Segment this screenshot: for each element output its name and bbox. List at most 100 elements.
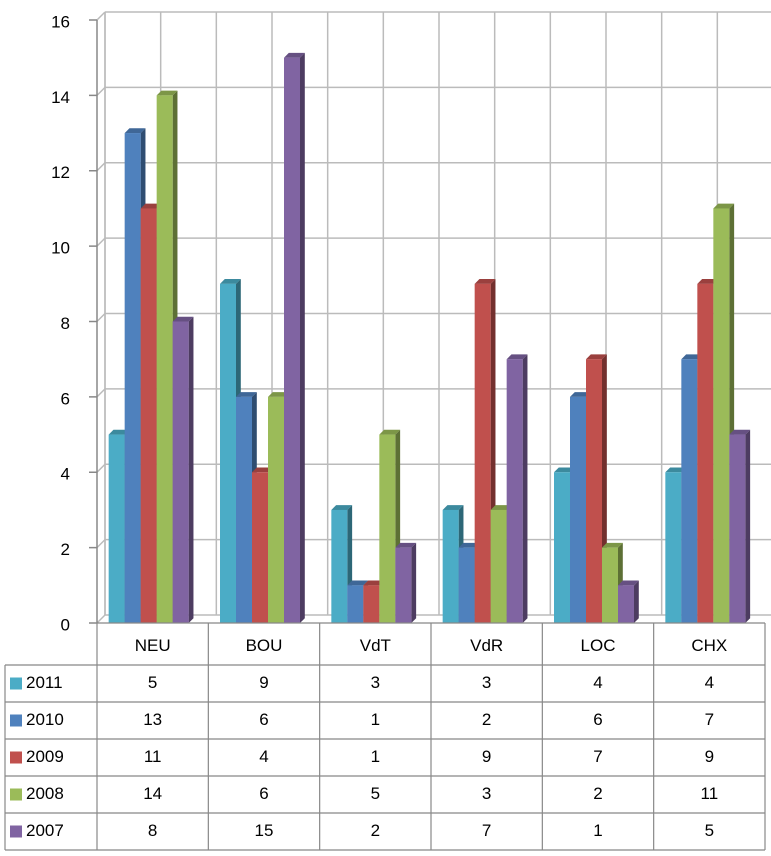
bar-front [124,133,141,623]
bar-top [697,279,719,284]
table-value: 6 [593,710,602,729]
bar-front [108,434,125,623]
bar-front [665,472,682,623]
bar-front [490,509,507,623]
table-value: 14 [143,784,162,803]
bar-front [474,283,491,623]
bar-front [618,585,634,623]
bar-top [331,505,353,510]
legend-swatch [10,714,22,727]
bar-front [395,547,412,623]
legend-swatch [10,788,22,801]
bar [284,52,305,623]
bar-front [586,359,602,623]
bar-front [379,434,396,623]
bar-front [681,359,698,623]
bar-top [681,354,703,360]
category-label: VdT [360,636,391,655]
table-value: 5 [148,673,157,692]
bar-front [442,509,459,623]
bar-top [284,52,305,58]
y-tick-label: 16 [51,12,70,31]
bar-side [522,354,528,623]
table-value: 3 [482,784,491,803]
bar-top [586,354,607,360]
table-value: 7 [705,710,714,729]
bar-top [395,542,417,548]
table-value: 1 [371,710,380,729]
bar-front [713,208,730,623]
table-value: 9 [482,747,491,766]
category-label: CHX [691,636,727,655]
category-label: LOC [581,636,616,655]
bar-top [713,203,735,209]
grid-line [96,312,106,323]
table-value: 6 [259,710,268,729]
table-value: 8 [148,821,157,840]
bar [172,316,194,623]
table-value: 11 [144,747,162,766]
grid-line [96,539,106,549]
y-tick-label: 2 [61,540,70,559]
bar-side [634,580,639,623]
table-value: 4 [259,747,268,766]
bar-top [570,392,591,397]
grid-line [96,237,106,247]
grid-line [96,388,106,398]
bar-front [140,208,157,623]
y-tick-label: 4 [61,465,70,484]
table-value: 2 [593,784,602,803]
bar-front [331,509,348,623]
y-tick-label: 14 [51,88,70,107]
bar-top [506,354,528,360]
bar-top [379,429,401,435]
table-value: 5 [705,821,714,840]
grid-line [96,463,106,473]
table-value: 7 [482,821,491,840]
category-label: NEU [135,636,171,655]
bar-front [697,283,714,623]
bar-side [188,316,194,623]
y-tick-label: 12 [51,163,70,182]
bar-top [124,128,146,134]
bar-front [570,396,586,623]
table-value: 2 [371,821,380,840]
table-value: 11 [701,784,719,803]
category-label: VdR [470,636,503,655]
bar-front [458,547,475,623]
bar-front [220,283,236,623]
bar-front [268,396,284,623]
table-value: 1 [593,821,602,840]
bar-front [602,547,618,623]
bar-top [490,505,512,510]
bar-top [236,392,257,397]
legend-swatch [10,751,22,764]
bar [395,542,417,623]
legend-label: 2007 [26,821,64,840]
legend-label: 2011 [26,673,63,692]
bar-side [411,542,417,623]
bar-front [554,472,570,623]
bar-side [745,429,751,623]
bar-top [554,467,575,473]
grid-line [96,614,106,624]
bar-top [347,580,369,586]
table-value: 3 [482,673,491,692]
legend-swatch [10,677,22,690]
bar [729,429,751,623]
legend-label: 2008 [26,784,64,803]
table-value: 7 [593,747,602,766]
table-value: 5 [371,784,380,803]
bar-top [474,279,496,284]
y-tick-label: 0 [61,615,70,634]
bar-top [665,467,687,473]
bar-top [442,505,464,510]
table-value: 13 [143,710,162,729]
bar-top [252,467,273,473]
bar-top [156,90,178,96]
table-value: 9 [259,673,268,692]
table-value: 15 [255,821,274,840]
bar-top [172,316,194,322]
bar-top [729,429,751,435]
